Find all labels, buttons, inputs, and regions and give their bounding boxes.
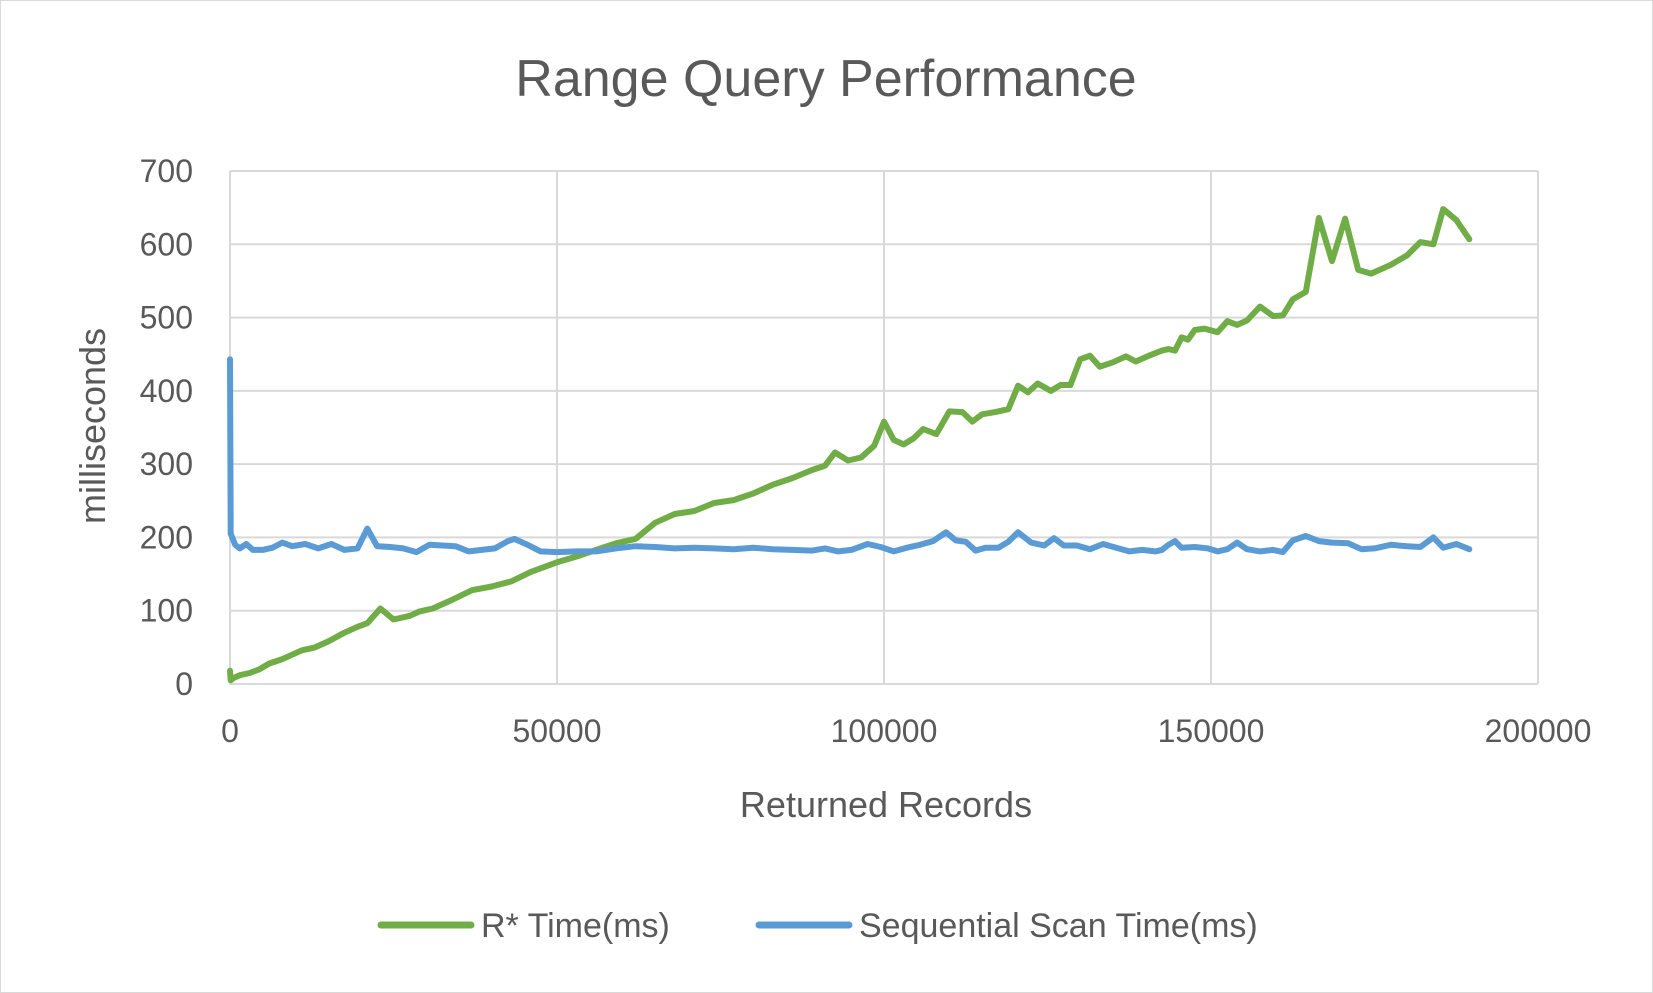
x-tick-label: 0 bbox=[221, 713, 239, 749]
legend-label-rstar: R* Time(ms) bbox=[481, 907, 670, 945]
y-tick-label: 100 bbox=[140, 593, 193, 629]
y-tick-label: 700 bbox=[140, 153, 193, 189]
x-tick-label: 200000 bbox=[1485, 713, 1592, 749]
legend-label-sequential-scan: Sequential Scan Time(ms) bbox=[859, 907, 1258, 945]
gridlines bbox=[229, 170, 1539, 685]
y-axis-title: milliseconds bbox=[72, 328, 113, 524]
y-tick-label: 400 bbox=[140, 373, 193, 409]
y-tick-label: 300 bbox=[140, 446, 193, 482]
x-axis-tick-labels: 0 50000 100000 150000 200000 bbox=[221, 713, 1591, 749]
x-tick-label: 150000 bbox=[1158, 713, 1265, 749]
series-lines bbox=[227, 206, 1473, 684]
y-tick-label: 0 bbox=[175, 666, 193, 702]
x-tick-label: 50000 bbox=[513, 713, 602, 749]
series-line-sequential-scan bbox=[227, 356, 1473, 556]
y-axis-tick-labels: 0 100 200 300 400 500 600 700 bbox=[140, 153, 193, 702]
y-tick-label: 600 bbox=[140, 226, 193, 262]
x-tick-label: 100000 bbox=[831, 713, 938, 749]
series-line-rstar bbox=[227, 206, 1473, 684]
x-axis-title: Returned Records bbox=[740, 784, 1032, 825]
legend-item-rstar: R* Time(ms) bbox=[377, 907, 670, 945]
legend-item-sequential-scan: Sequential Scan Time(ms) bbox=[755, 907, 1258, 945]
legend: R* Time(ms) Sequential Scan Time(ms) bbox=[377, 907, 1258, 945]
chart-title: Range Query Performance bbox=[515, 50, 1136, 108]
y-tick-label: 500 bbox=[140, 300, 193, 336]
y-tick-label: 200 bbox=[140, 519, 193, 555]
